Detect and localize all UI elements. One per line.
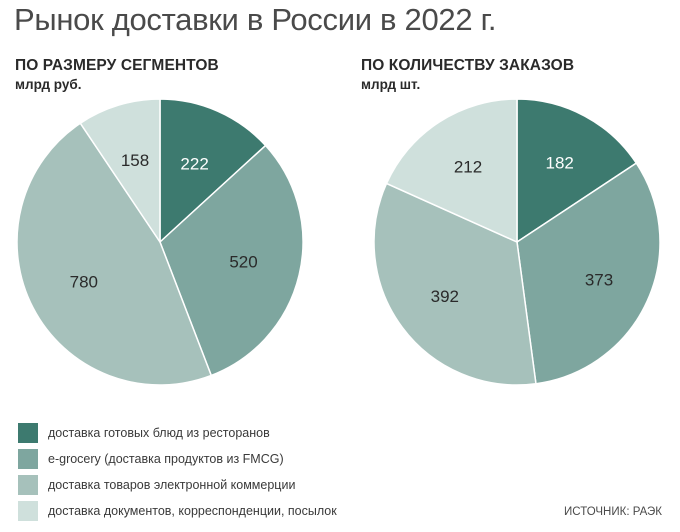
legend-item: доставка документов, корреспонденции, по…	[18, 498, 337, 524]
page-title: Рынок доставки в России в 2022 г.	[14, 2, 497, 37]
slice-value-label: 222	[180, 155, 208, 174]
pie-slice	[79, 98, 161, 245]
slice-value-label: 212	[454, 157, 482, 176]
slice-value-label: 392	[431, 287, 459, 306]
chart-unit: млрд шт.	[361, 77, 421, 92]
legend-label: доставка готовых блюд из ресторанов	[48, 426, 270, 440]
legend-swatch	[18, 475, 38, 495]
pie-chart-by-orders: 182 373 392 212	[373, 98, 661, 386]
legend-label: доставка документов, корреспонденции, по…	[48, 504, 337, 518]
pie-slice	[16, 122, 213, 386]
slice-value-label: 373	[585, 270, 613, 289]
legend-swatch	[18, 501, 38, 521]
legend-item: доставка готовых блюд из ресторанов	[18, 420, 337, 446]
pie-slice	[516, 162, 661, 385]
legend-swatch	[18, 449, 38, 469]
chart-title: ПО КОЛИЧЕСТВУ ЗАКАЗОВ	[361, 57, 575, 74]
pie-slice	[373, 182, 537, 386]
pie-slice	[385, 98, 518, 244]
slice-value-label: 780	[70, 273, 98, 292]
legend-item: e-grocery (доставка продуктов из FMCG)	[18, 446, 337, 472]
pie-slice	[516, 98, 638, 244]
slice-value-label: 182	[546, 154, 574, 173]
pie-slice	[159, 98, 267, 244]
slice-value-label: 520	[229, 253, 257, 272]
chart-unit: млрд руб.	[15, 77, 82, 92]
legend-label: e-grocery (доставка продуктов из FMCG)	[48, 452, 284, 466]
pie-chart-by-size: 222 520 780 158	[16, 98, 304, 386]
chart-header-by-orders: ПО КОЛИЧЕСТВУ ЗАКАЗОВ млрд шт.	[361, 57, 574, 92]
slice-value-label: 158	[121, 151, 149, 170]
legend-swatch	[18, 423, 38, 443]
legend-label: доставка товаров электронной коммерции	[48, 478, 296, 492]
legend: доставка готовых блюд из ресторанов e-gr…	[18, 420, 337, 524]
source-note: ИСТОЧНИК: РАЭК	[564, 506, 662, 518]
chart-header-by-size: ПО РАЗМЕРУ СЕГМЕНТОВ млрд руб.	[15, 57, 219, 92]
pie-slice	[159, 144, 304, 377]
chart-title: ПО РАЗМЕРУ СЕГМЕНТОВ	[15, 57, 219, 74]
legend-item: доставка товаров электронной коммерции	[18, 472, 337, 498]
